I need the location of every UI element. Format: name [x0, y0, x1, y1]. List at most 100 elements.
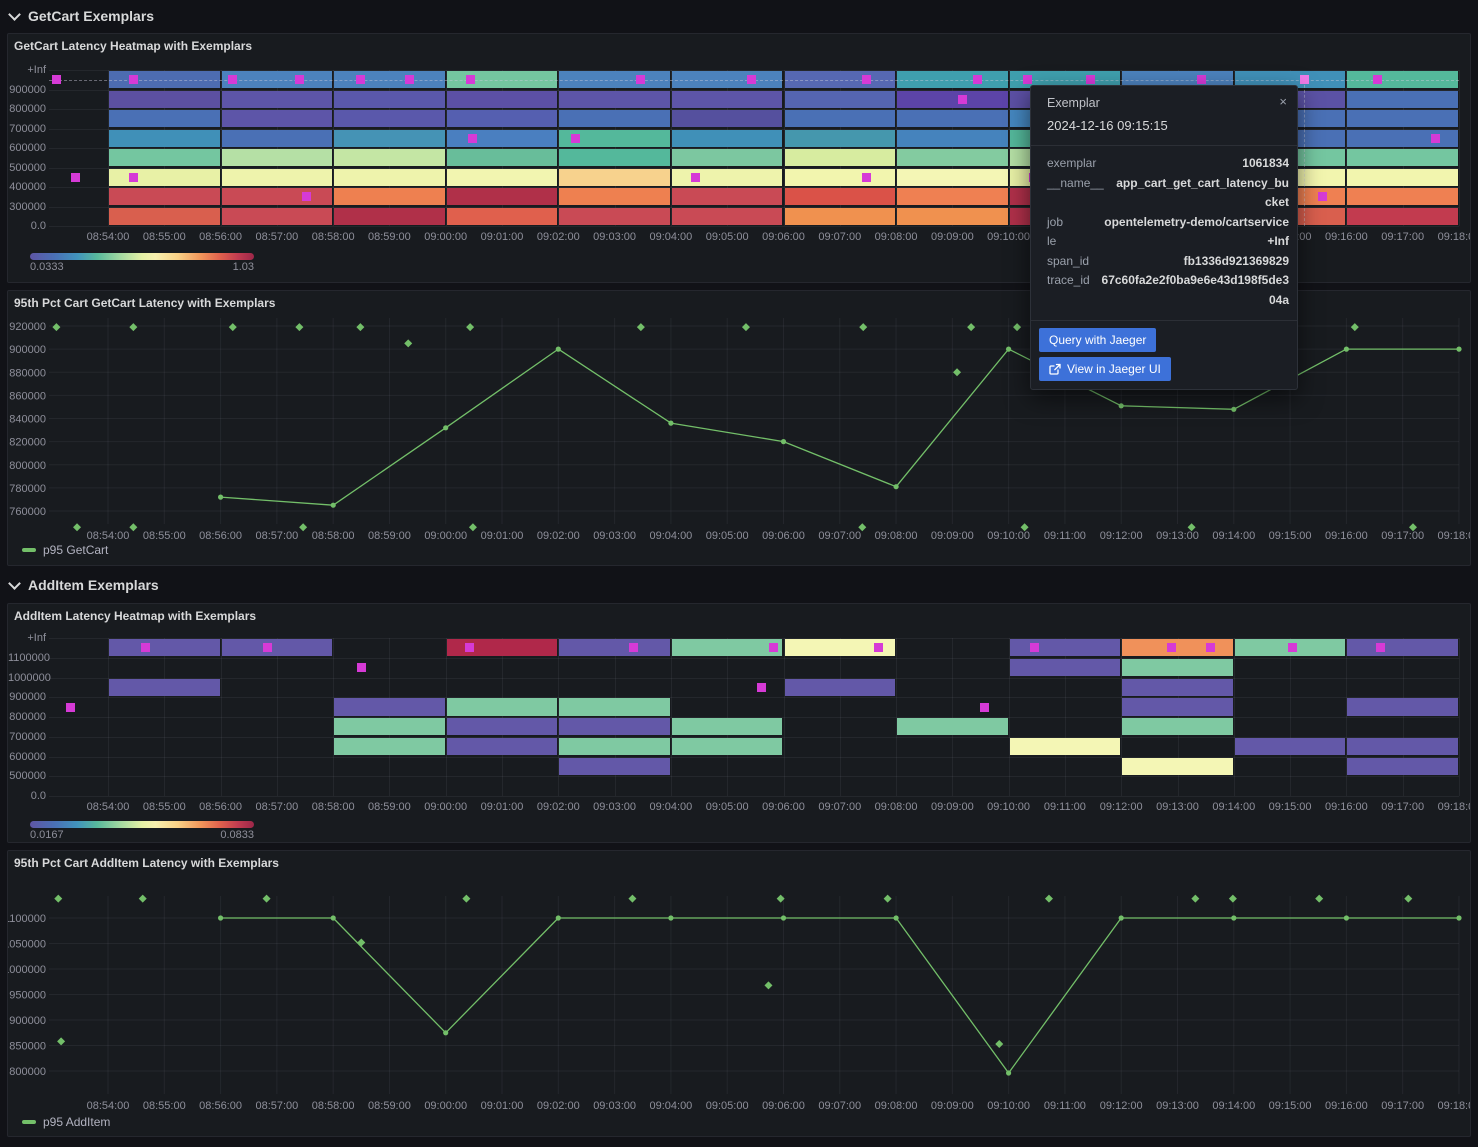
chevron-down-icon[interactable]: [8, 7, 21, 21]
exemplar-diamond[interactable]: [1228, 894, 1237, 903]
section-header-getcart[interactable]: GetCart Exemplars: [8, 7, 154, 24]
exemplar-diamond[interactable]: [1191, 894, 1200, 903]
exemplar-diamond[interactable]: [1350, 323, 1359, 332]
heatmap-exemplar-marker[interactable]: [958, 94, 968, 104]
legend-item-p95-additem[interactable]: p95 AddItem: [22, 1115, 110, 1129]
heatmap-exemplar-marker[interactable]: [768, 643, 778, 653]
exemplar-diamond[interactable]: [138, 894, 147, 903]
panel-title[interactable]: GetCart Latency Heatmap with Exemplars: [14, 39, 253, 53]
series-point[interactable]: [218, 494, 224, 500]
heatmap-exemplar-marker[interactable]: [1288, 643, 1298, 653]
series-point[interactable]: [1456, 346, 1462, 352]
heatmap-exemplar-marker[interactable]: [1318, 192, 1328, 202]
exemplar-diamond[interactable]: [468, 523, 477, 532]
heatmap-exemplar-marker[interactable]: [356, 663, 366, 673]
heatmap-exemplar-marker[interactable]: [1431, 133, 1440, 143]
series-point[interactable]: [1343, 346, 1349, 352]
heatmap-exemplar-marker[interactable]: [70, 172, 80, 182]
heatmap-exemplar-marker[interactable]: [1167, 643, 1177, 653]
heatmap-exemplar-marker[interactable]: [464, 643, 474, 653]
series-point[interactable]: [555, 915, 561, 921]
series-point[interactable]: [1456, 915, 1462, 921]
series-point[interactable]: [1118, 915, 1124, 921]
series-point[interactable]: [1231, 406, 1237, 412]
heatmap-exemplar-marker[interactable]: [1205, 643, 1215, 653]
close-icon[interactable]: ×: [1279, 94, 1287, 109]
series-point[interactable]: [330, 502, 336, 508]
exemplar-diamond[interactable]: [776, 894, 785, 903]
series-point[interactable]: [668, 915, 674, 921]
exemplar-diamond[interactable]: [1044, 894, 1053, 903]
exemplar-diamond[interactable]: [953, 368, 962, 377]
exemplar-diamond[interactable]: [628, 894, 637, 903]
exemplar-diamond[interactable]: [356, 323, 365, 332]
exemplar-diamond[interactable]: [57, 1037, 66, 1046]
selected-exemplar-marker[interactable]: [1299, 75, 1309, 85]
panel-title[interactable]: 95th Pct Cart AddItem Latency with Exemp…: [14, 856, 279, 870]
series-point[interactable]: [780, 915, 787, 921]
exemplar-diamond[interactable]: [54, 894, 63, 903]
exemplar-diamond[interactable]: [1020, 523, 1029, 532]
series-point[interactable]: [330, 915, 336, 921]
series-point[interactable]: [443, 425, 449, 431]
heatmap-exemplar-marker[interactable]: [570, 133, 580, 143]
exemplar-diamond[interactable]: [1315, 894, 1324, 903]
view-in-jaeger-ui-button[interactable]: View in Jaeger UI: [1039, 357, 1171, 381]
exemplar-diamond[interactable]: [228, 323, 237, 332]
exemplar-diamond[interactable]: [357, 938, 366, 947]
heatmap-exemplar-marker[interactable]: [51, 75, 61, 85]
series-point[interactable]: [555, 346, 561, 352]
exemplar-diamond[interactable]: [967, 323, 976, 332]
heatmap-exemplar-marker[interactable]: [465, 75, 475, 85]
heatmap-exemplar-marker[interactable]: [141, 643, 150, 653]
heatmap-exemplar-marker[interactable]: [263, 643, 272, 653]
series-point[interactable]: [780, 439, 787, 445]
heatmap-exemplar-marker[interactable]: [66, 702, 75, 712]
series-point[interactable]: [443, 1030, 449, 1036]
heatmap-exemplar-marker[interactable]: [128, 172, 138, 182]
exemplar-diamond[interactable]: [52, 323, 61, 332]
heatmap-exemplar-marker[interactable]: [861, 75, 871, 85]
legend-item-p95-getcart[interactable]: p95 GetCart: [22, 543, 108, 557]
exemplar-diamond[interactable]: [636, 323, 645, 332]
panel-title[interactable]: 95th Pct Cart GetCart Latency with Exemp…: [14, 296, 276, 310]
exemplar-diamond[interactable]: [1408, 523, 1417, 532]
heatmap-exemplar-marker[interactable]: [228, 75, 238, 85]
heatmap-exemplar-marker[interactable]: [404, 75, 414, 85]
exemplar-diamond[interactable]: [1404, 894, 1413, 903]
heatmap-exemplar-marker[interactable]: [128, 75, 138, 85]
heatmap-exemplar-marker[interactable]: [302, 192, 312, 202]
exemplar-diamond[interactable]: [883, 894, 892, 903]
heatmap-exemplar-marker[interactable]: [861, 172, 871, 182]
heatmap-exemplar-marker[interactable]: [1375, 643, 1385, 653]
series-point[interactable]: [1006, 346, 1012, 352]
series-point[interactable]: [1006, 1070, 1012, 1076]
exemplar-diamond[interactable]: [741, 323, 750, 332]
exemplar-diamond[interactable]: [462, 894, 471, 903]
exemplar-diamond[interactable]: [295, 323, 304, 332]
heatmap-exemplar-marker[interactable]: [979, 702, 989, 712]
heatmap-exemplar-marker[interactable]: [294, 75, 304, 85]
exemplar-diamond[interactable]: [129, 323, 138, 332]
section-header-additem[interactable]: AddItem Exemplars: [8, 576, 159, 593]
series-point[interactable]: [1231, 915, 1237, 921]
exemplar-diamond[interactable]: [466, 323, 475, 332]
heatmap-exemplar-marker[interactable]: [628, 643, 638, 653]
exemplar-diamond[interactable]: [859, 323, 868, 332]
heatmap-exemplar-marker[interactable]: [1197, 75, 1207, 85]
heatmap-exemplar-marker[interactable]: [1085, 75, 1095, 85]
exemplar-diamond[interactable]: [73, 523, 82, 532]
exemplar-diamond[interactable]: [299, 523, 308, 532]
heatmap-exemplar-marker[interactable]: [1372, 75, 1382, 85]
heatmap-exemplar-marker[interactable]: [355, 75, 365, 85]
heatmap-exemplar-marker[interactable]: [1022, 75, 1032, 85]
heatmap-exemplar-marker[interactable]: [690, 172, 700, 182]
exemplar-diamond[interactable]: [1187, 523, 1196, 532]
heatmap-exemplar-marker[interactable]: [873, 643, 883, 653]
chevron-down-icon[interactable]: [8, 576, 21, 590]
heatmap-exemplar-marker[interactable]: [467, 133, 477, 143]
exemplar-diamond[interactable]: [1013, 323, 1022, 332]
series-point[interactable]: [893, 915, 899, 921]
heatmap-exemplar-marker[interactable]: [747, 75, 757, 85]
heatmap-exemplar-marker[interactable]: [757, 682, 767, 692]
